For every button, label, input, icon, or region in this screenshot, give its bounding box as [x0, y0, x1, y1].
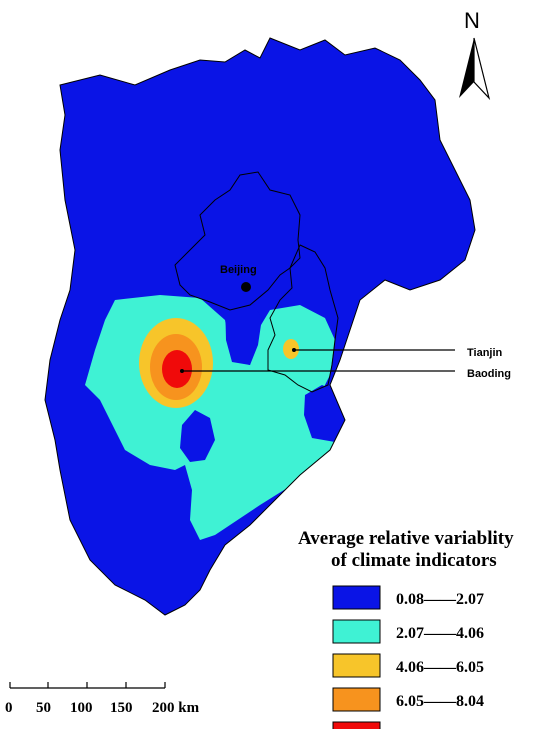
legend-label: 6.05——8.04: [396, 693, 484, 710]
scale-tick-label: 200 km: [152, 700, 200, 716]
baoding-label: Baoding: [467, 368, 511, 380]
svg-text:N: N: [464, 8, 480, 33]
legend-title-line2: of climate indicators: [331, 550, 497, 571]
zone-0-08-2-07-patch: [225, 300, 262, 365]
scale-bar: 0 50 100 150 200 km: [5, 682, 200, 716]
scale-tick-label: 0: [5, 700, 13, 716]
beijing-marker: [241, 282, 251, 292]
hebei-outline: [44, 37, 476, 616]
beijing-label: Beijing: [220, 264, 257, 276]
zone-8-04-10-03: [162, 350, 192, 388]
legend-swatch: [332, 721, 381, 729]
legend-label: 4.06——6.05: [396, 659, 484, 676]
legend-label: 0.08——2.07: [396, 591, 484, 608]
legend-swatch: [332, 653, 381, 678]
legend: Average relative variablity of climate i…: [298, 528, 514, 729]
scale-tick-label: 50: [36, 700, 51, 716]
legend-swatch: [332, 687, 381, 712]
legend-swatch: [332, 585, 381, 610]
legend-swatch: [332, 619, 381, 644]
zone-0-08-2-07-patch: [304, 385, 348, 442]
zone-0-08-2-07-patch: [180, 410, 215, 462]
beijing-boundary: [174, 171, 301, 311]
tianjin-label: Tianjin: [467, 347, 503, 359]
north-arrow-icon: N: [459, 8, 491, 101]
tianjin-boundary: [267, 244, 339, 393]
legend-title-line1: Average relative variablity: [298, 528, 514, 549]
scale-tick-label: 150: [110, 700, 133, 716]
legend-label: 8.04——10.03: [396, 727, 492, 729]
zone-4-06-6-05-tianjin: [283, 339, 299, 359]
legend-label: 2.07——4.06: [396, 625, 484, 642]
scale-tick-label: 100: [70, 700, 93, 716]
